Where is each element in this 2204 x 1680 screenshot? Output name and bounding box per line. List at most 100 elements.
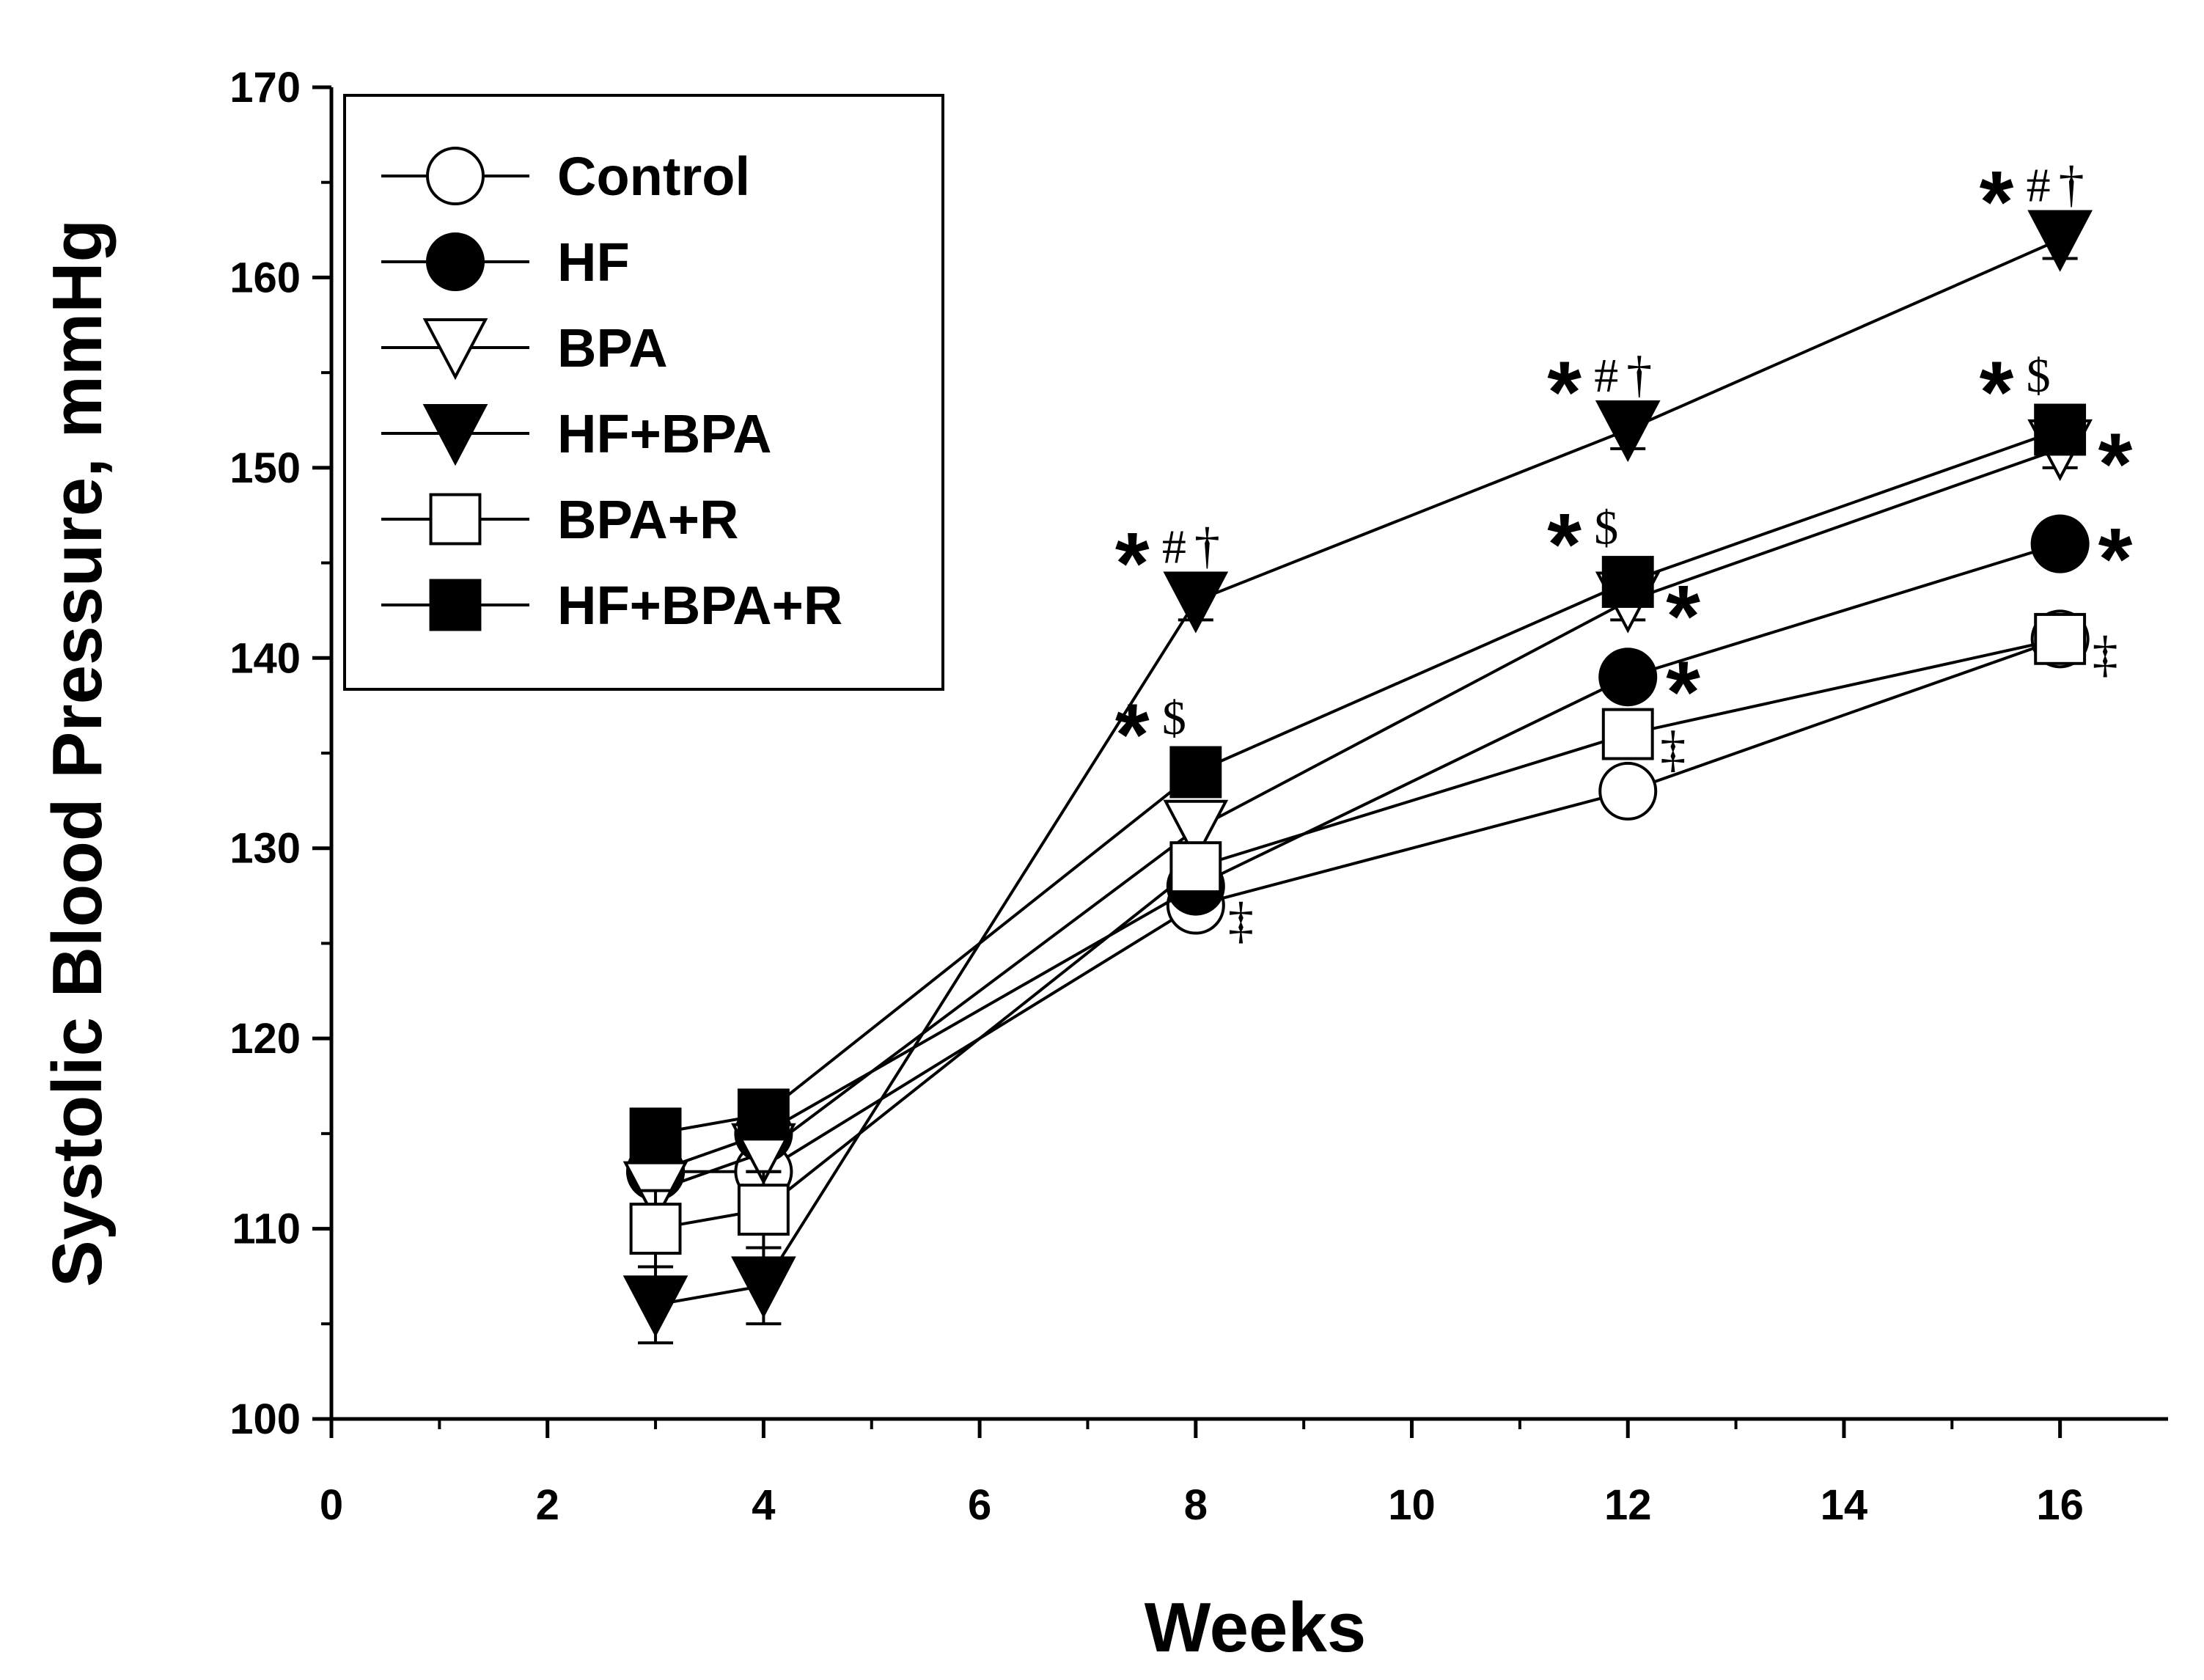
significance-dagger: † xyxy=(2059,157,2084,213)
legend-marker-hf xyxy=(426,232,485,291)
significance-dagger: ‡ xyxy=(1228,893,1254,950)
y-tick-label: 170 xyxy=(229,64,301,111)
significance-star: * xyxy=(1980,343,2014,441)
x-tick-label: 6 xyxy=(968,1481,991,1529)
significance-annotations: * # †* # †* # †* $* $* $****‡‡‡ xyxy=(1115,153,2133,950)
significance-dagger: ‡ xyxy=(1660,722,1686,778)
y-tick-label: 150 xyxy=(229,444,301,492)
data-point-hf-bpa xyxy=(622,1275,688,1338)
data-point-hf-bpa-r xyxy=(2034,403,2087,456)
series-line-bpa-r xyxy=(655,637,2061,1230)
significance-star: * xyxy=(2098,415,2133,513)
legend-marker-hf-bpa-r xyxy=(429,579,482,631)
significance-star: * xyxy=(1115,514,1150,612)
significance-dagger: † xyxy=(1626,347,1652,403)
y-tick-label: 120 xyxy=(229,1015,301,1063)
data-point-bpa-r xyxy=(1169,841,1222,894)
data-point-hf-bpa xyxy=(1163,571,1229,634)
y-axis-title: Systolic Blood Pressure, mmHg xyxy=(38,219,117,1287)
significance-dagger: † xyxy=(1194,518,1220,574)
x-axis-title: Weeks xyxy=(1145,1588,1366,1667)
legend-label: HF+BPA+R xyxy=(557,575,842,636)
annotation: * $ xyxy=(1547,496,1618,594)
significance-star: * xyxy=(1980,153,2014,252)
legend-entry-hf-bpa-r: HF+BPA+R xyxy=(381,575,842,636)
significance-symbol: $ xyxy=(1594,502,1618,555)
data-point-hf-bpa-r xyxy=(737,1088,790,1141)
significance-star: * xyxy=(1547,343,1582,441)
data-point-control xyxy=(1598,761,1658,821)
x-tick-label: 10 xyxy=(1388,1481,1436,1529)
y-tick-label: 140 xyxy=(229,634,301,682)
data-point-hf-bpa-r xyxy=(629,1107,682,1160)
annotation: ‡ xyxy=(1228,893,1254,950)
legend-label: HF xyxy=(557,232,630,293)
annotation: * # † xyxy=(1115,514,1220,612)
data-point-hf-bpa-r xyxy=(1601,556,1654,608)
annotation: * $ xyxy=(1115,686,1186,784)
x-tick-label: 4 xyxy=(752,1481,775,1529)
annotation: * xyxy=(1666,567,1700,665)
x-tick-label: 16 xyxy=(2036,1481,2084,1529)
data-point-bpa-r xyxy=(2034,612,2087,665)
legend-label: BPA xyxy=(557,318,668,378)
y-tick-label: 130 xyxy=(229,825,301,873)
axes: 0 2 4 6 8 10 12 14 16 100 110 120 130 140 150 160 170 xyxy=(229,64,2168,1529)
legend-label: Control xyxy=(557,146,750,207)
data-point-bpa-r xyxy=(1601,708,1654,760)
legend-marker-bpa-r xyxy=(429,493,482,546)
legend-marker-control xyxy=(426,147,485,205)
significance-star: * xyxy=(2098,510,2133,609)
y-tick-label: 160 xyxy=(229,254,301,301)
x-tick-label: 0 xyxy=(320,1481,343,1529)
x-tick-label: 14 xyxy=(1821,1481,1868,1529)
significance-symbol: $ xyxy=(2027,349,2051,403)
significance-star: * xyxy=(1115,686,1150,784)
data-point-bpa xyxy=(1163,799,1229,862)
series-hf-bpa xyxy=(622,210,2093,1345)
annotation: ‡ xyxy=(1660,722,1686,778)
data-point-hf xyxy=(2030,514,2090,573)
legend-entry-hf: HF xyxy=(381,232,630,293)
legend-entry-bpa-r: BPA+R xyxy=(381,489,738,550)
significance-symbol: $ xyxy=(1162,692,1186,745)
legend-label: HF+BPA xyxy=(557,403,772,464)
annotation: * xyxy=(1666,643,1700,741)
legend-entry-control: Control xyxy=(381,146,750,207)
data-point-bpa-r xyxy=(629,1203,682,1255)
annotation: * # † xyxy=(1547,343,1652,441)
series-hf-bpa-r xyxy=(629,403,2087,1160)
x-tick-label: 2 xyxy=(536,1481,559,1529)
legend-marker-hf-bpa xyxy=(422,404,488,466)
legend-entry-bpa: BPA xyxy=(381,318,668,381)
data-point-bpa-r xyxy=(737,1184,790,1236)
significance-star: * xyxy=(1547,496,1582,594)
annotation: * $ xyxy=(1980,343,2051,441)
significance-symbol: # xyxy=(1162,520,1186,573)
series-line-control xyxy=(655,637,2061,1173)
legend: Control HF BPA HF+BPA BPA+R HF+BPA+R xyxy=(343,94,944,691)
significance-star: * xyxy=(1666,643,1700,741)
data-point-hf-bpa xyxy=(2027,210,2093,272)
data-point-hf-bpa xyxy=(1595,400,1661,463)
annotation: * xyxy=(2098,510,2133,609)
x-tick-label: 12 xyxy=(1604,1481,1652,1529)
significance-dagger: ‡ xyxy=(2093,626,2118,683)
annotation: * xyxy=(2098,415,2133,513)
y-tick-label: 110 xyxy=(232,1206,301,1253)
significance-symbol: # xyxy=(1594,349,1618,403)
legend-label: BPA+R xyxy=(557,489,738,550)
x-tick-label: 8 xyxy=(1184,1481,1208,1529)
data-point-hf-bpa xyxy=(731,1256,796,1318)
significance-star: * xyxy=(1666,567,1700,665)
data-point-hf xyxy=(1598,648,1658,707)
y-tick-label: 100 xyxy=(229,1395,301,1443)
series-bpa-r xyxy=(629,612,2087,1269)
legend-entry-hf-bpa: HF+BPA xyxy=(381,403,772,466)
data-point-hf-bpa-r xyxy=(1169,746,1222,799)
annotation: ‡ xyxy=(2093,626,2118,683)
significance-symbol: # xyxy=(2027,159,2051,213)
series-layer xyxy=(622,210,2093,1345)
legend-marker-bpa xyxy=(422,318,488,381)
